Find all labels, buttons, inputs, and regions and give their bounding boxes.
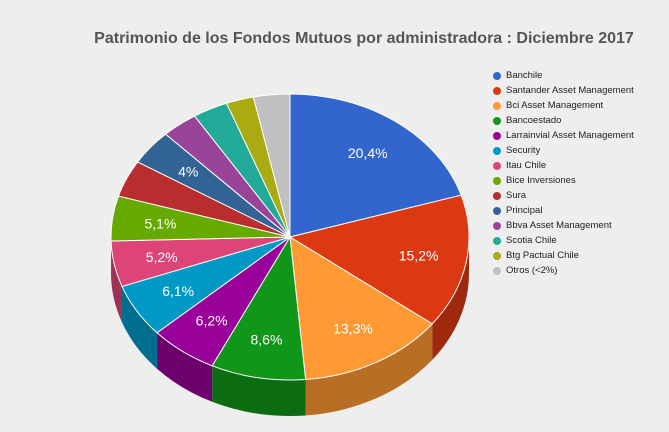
pie-slice-0[interactable] xyxy=(289,93,462,238)
legend-marker xyxy=(493,176,501,185)
legend-item[interactable]: Sura xyxy=(493,188,634,203)
legend-label: Otros (<2%) xyxy=(506,265,558,276)
legend-label: Santander Asset Management xyxy=(506,85,634,96)
slice-label-9: 4% xyxy=(178,164,198,180)
legend-item[interactable]: Security xyxy=(493,143,634,158)
legend-label: Bice Inversiones xyxy=(506,175,576,186)
legend-label: Bbva Asset Management xyxy=(506,220,612,231)
legend-item[interactable]: Otros (<2%) xyxy=(493,263,634,278)
legend-label: Btg Pactual Chile xyxy=(506,250,579,261)
pie-slice-2[interactable] xyxy=(289,236,433,380)
legend-item[interactable]: Bbva Asset Management xyxy=(493,218,634,233)
slice-label-0: 20,4% xyxy=(348,145,388,161)
pie-side-6 xyxy=(111,241,123,323)
legend-item[interactable]: Bancoestado xyxy=(493,113,634,128)
legend-label: Larrainvial Asset Management xyxy=(506,130,634,141)
pie-side-4 xyxy=(157,332,213,402)
legend-marker xyxy=(493,266,501,275)
legend-marker xyxy=(493,101,501,110)
chart-title: Patrimonio de los Fondos Mutuos por admi… xyxy=(94,30,634,47)
legend-item[interactable]: Bci Asset Management xyxy=(493,98,634,113)
pie-side-3 xyxy=(212,365,306,416)
legend-marker xyxy=(493,146,501,155)
legend-marker xyxy=(493,161,501,170)
legend-item[interactable]: Principal xyxy=(493,203,634,218)
slice-label-2: 13,3% xyxy=(333,320,373,336)
slice-label-5: 6,1% xyxy=(162,283,194,299)
slice-label-1: 15,2% xyxy=(399,247,439,263)
legend-label: Banchile xyxy=(506,70,543,81)
legend-marker xyxy=(493,221,501,230)
legend-marker xyxy=(493,191,501,200)
pie-slices xyxy=(110,93,470,381)
pie-side-walls xyxy=(111,237,469,416)
legend-label: Bci Asset Management xyxy=(506,100,604,111)
legend-marker xyxy=(493,206,501,215)
pie-side-1 xyxy=(432,237,469,360)
legend-item[interactable]: Bice Inversiones xyxy=(493,173,634,188)
legend-marker xyxy=(493,116,501,125)
slice-label-6: 5,2% xyxy=(146,249,178,265)
legend-marker xyxy=(493,236,501,245)
legend-label: Itau Chile xyxy=(506,160,547,171)
legend-item[interactable]: Santander Asset Management xyxy=(493,83,634,98)
legend-label: Security xyxy=(506,145,541,156)
slice-label-3: 8,6% xyxy=(251,332,283,348)
legend-marker xyxy=(493,71,501,80)
legend-marker xyxy=(493,131,501,140)
legend: Banchile Santander Asset Management Bci As… xyxy=(493,68,634,278)
legend-marker xyxy=(493,251,501,260)
legend-marker xyxy=(493,86,501,95)
legend-label: Bancoestado xyxy=(506,115,562,126)
pie-side-5 xyxy=(122,286,158,369)
slice-label-7: 5,1% xyxy=(144,215,176,231)
pie-slice-13[interactable] xyxy=(252,93,291,238)
legend-label: Principal xyxy=(506,205,543,216)
slice-labels: 20,4% 15,2% 13,3% 8,6% 6,2%6,1% 5,2% 5,1% 4% xyxy=(144,145,438,348)
legend-item[interactable]: Larrainvial Asset Management xyxy=(493,128,634,143)
pie-slice-3[interactable] xyxy=(211,235,307,381)
slice-label-4: 6,2% xyxy=(196,313,228,329)
legend-item[interactable]: Itau Chile xyxy=(493,158,634,173)
pie-slice-1[interactable] xyxy=(288,194,470,325)
legend-label: Scotia Chile xyxy=(506,235,557,246)
legend-item[interactable]: Scotia Chile xyxy=(493,233,634,248)
legend-label: Sura xyxy=(506,190,527,201)
pie-side-2 xyxy=(305,323,433,416)
legend-item[interactable]: Banchile xyxy=(493,68,634,83)
legend-item[interactable]: Btg Pactual Chile xyxy=(493,248,634,263)
